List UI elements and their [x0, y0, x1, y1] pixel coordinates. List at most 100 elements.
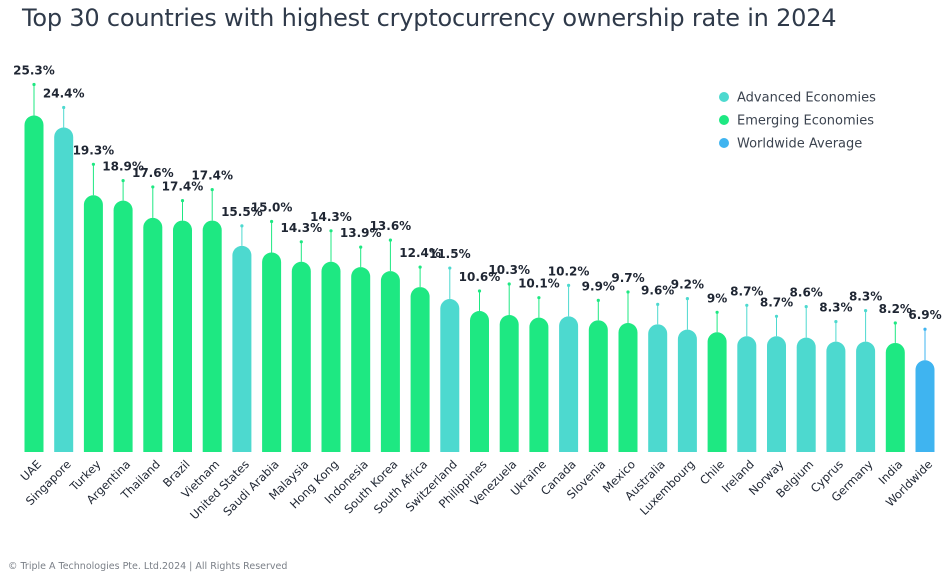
bar	[648, 324, 668, 452]
legend-swatch-worldwide	[719, 138, 729, 148]
bar	[826, 341, 846, 452]
bar	[24, 115, 44, 452]
value-label: 24.4%	[43, 86, 85, 100]
value-label: 10.3%	[488, 263, 530, 277]
leader-dot	[507, 282, 511, 286]
value-label: 8.6%	[790, 286, 823, 300]
bar	[677, 329, 697, 452]
leader-dot	[388, 238, 392, 242]
value-label: 8.7%	[730, 284, 763, 298]
value-label: 9%	[707, 291, 727, 305]
legend-swatch-emerging	[719, 115, 729, 125]
leader-dot	[596, 298, 600, 302]
bar	[202, 220, 222, 452]
value-label: 9.6%	[641, 283, 674, 297]
bar	[470, 311, 489, 452]
value-label: 11.5%	[429, 247, 471, 261]
leader-dot	[32, 82, 36, 87]
legend-item-emerging: Emerging Economies	[719, 114, 874, 129]
leader-dot	[745, 303, 749, 307]
copyright-footer: © Triple A Technologies Pte. Ltd.2024 | …	[8, 561, 288, 572]
bar	[321, 261, 341, 452]
leader-dot	[270, 219, 274, 224]
bar	[54, 127, 74, 452]
bar	[796, 337, 816, 452]
leader-dot	[299, 240, 303, 244]
bar	[262, 252, 282, 452]
legend-item-worldwide: Worldwide Average	[719, 137, 862, 152]
leader-dot	[537, 296, 541, 300]
leader-dot	[91, 162, 95, 166]
leader-dot	[240, 224, 244, 228]
leader-dot	[626, 290, 630, 294]
leader-dot	[567, 283, 571, 287]
leader-dot	[62, 105, 66, 110]
legend: Advanced Economies Emerging Economies Wo…	[719, 91, 876, 152]
value-label: 18.9%	[102, 160, 144, 174]
value-label: 6.9%	[908, 308, 941, 322]
bar	[737, 336, 757, 452]
value-labels: 25.3%24.4%19.3%18.9%17.6%17.4%17.4%15.5%…	[13, 64, 941, 323]
bar	[410, 287, 430, 452]
bar	[559, 316, 579, 452]
leader-dot	[864, 309, 868, 313]
value-label: 10.1%	[518, 277, 560, 291]
bar	[915, 360, 935, 452]
leader-dot	[121, 179, 125, 183]
leader-dot	[685, 297, 690, 301]
leader-dot	[715, 310, 719, 314]
value-label: 17.4%	[162, 180, 204, 194]
value-label: 13.9%	[340, 226, 382, 240]
bar	[440, 299, 460, 452]
legend-swatch-advanced	[719, 92, 729, 102]
value-label: 12.4%	[399, 246, 441, 260]
bars	[24, 115, 935, 452]
leader-dot	[893, 321, 897, 325]
bar	[588, 320, 608, 452]
leader-dot	[923, 327, 927, 331]
value-label: 8.3%	[819, 301, 852, 315]
leader-dot	[329, 229, 333, 233]
leader-dot	[180, 198, 185, 203]
value-label: 17.6%	[132, 166, 174, 180]
value-label: 9.2%	[671, 278, 704, 292]
value-label: 17.4%	[191, 169, 233, 183]
bar	[380, 271, 400, 452]
bar	[529, 317, 549, 452]
category-labels: UAESingaporeTurkeyArgentinaThailandBrazi…	[18, 457, 936, 522]
bar	[83, 195, 103, 452]
bar	[767, 336, 786, 452]
legend-label-advanced: Advanced Economies	[737, 91, 876, 106]
value-label: 14.3%	[280, 221, 322, 235]
bar	[291, 261, 311, 452]
value-label: 14.3%	[310, 210, 352, 224]
bar	[618, 322, 638, 452]
legend-label-emerging: Emerging Economies	[737, 114, 874, 129]
leader-dot	[359, 245, 363, 249]
value-label: 9.9%	[582, 279, 615, 293]
legend-item-advanced: Advanced Economies	[719, 91, 876, 106]
leader-dot	[774, 314, 779, 318]
bar	[856, 341, 876, 452]
bar	[707, 332, 727, 452]
value-label: 9.7%	[611, 271, 644, 285]
value-label: 10.2%	[548, 264, 590, 278]
value-label: 25.3%	[13, 64, 55, 78]
leader-dot	[151, 185, 155, 189]
value-label: 15.5%	[221, 205, 263, 219]
leader-dot	[656, 302, 660, 306]
value-label: 13.6%	[370, 219, 412, 233]
value-label: 8.2%	[879, 302, 912, 316]
bar	[351, 267, 371, 452]
value-label: 10.6%	[459, 270, 501, 284]
value-label: 15.0%	[251, 201, 293, 215]
leader-lines	[32, 82, 927, 361]
chart-title: Top 30 countries with highest cryptocurr…	[22, 4, 837, 32]
bar	[173, 220, 192, 452]
bar	[143, 217, 163, 452]
leader-dot	[418, 265, 422, 269]
value-label: 8.7%	[760, 295, 793, 309]
leader-dot	[477, 289, 482, 293]
legend-label-worldwide: Worldwide Average	[737, 137, 862, 152]
